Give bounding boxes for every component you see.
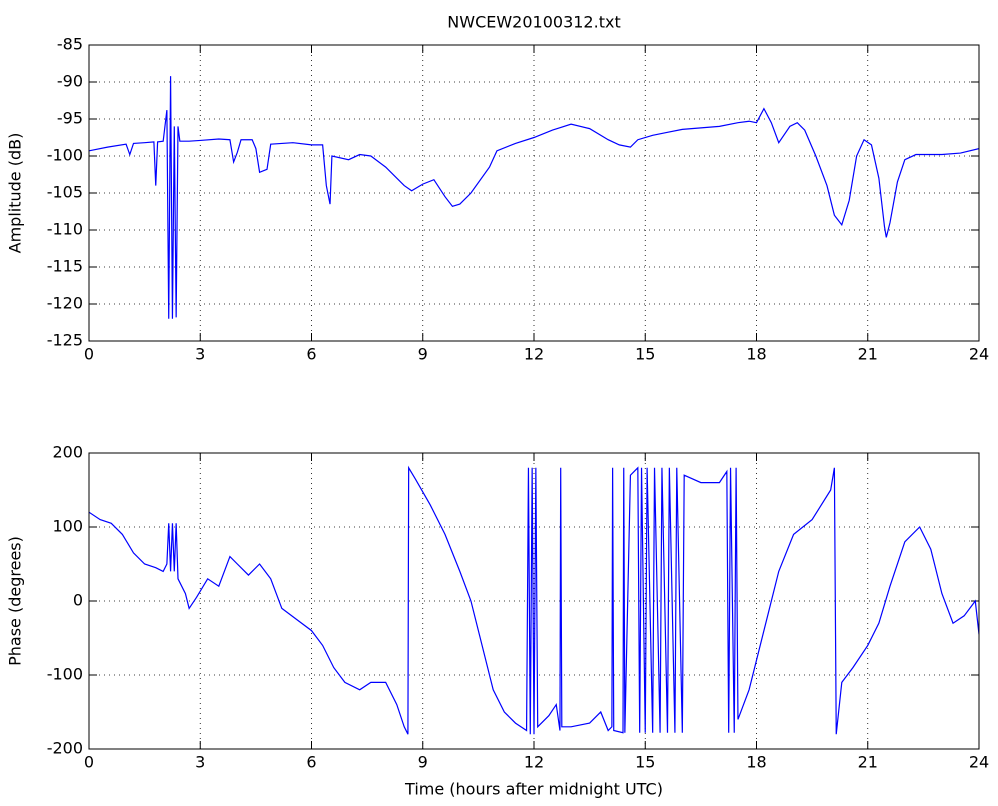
x-tick-label: 3: [195, 345, 205, 364]
y-tick-label: 100: [52, 517, 83, 536]
x-tick-label: 12: [524, 345, 544, 364]
y-axis-label: Amplitude (dB): [6, 133, 25, 254]
chart-title: NWCEW20100312.txt: [447, 13, 620, 32]
y-tick-label: -95: [57, 109, 83, 128]
y-tick-label: -120: [47, 294, 83, 313]
plot-frame: [88, 452, 980, 750]
x-tick-label: 12: [524, 753, 544, 772]
x-tick-label: 15: [635, 345, 655, 364]
data-line: [89, 465, 979, 735]
x-tick-label: 24: [969, 753, 989, 772]
x-tick-label: 15: [635, 753, 655, 772]
y-tick-label: -200: [47, 739, 83, 758]
y-tick-label: -100: [47, 665, 83, 684]
x-tick-label: 21: [858, 345, 878, 364]
x-tick-label: 6: [306, 345, 316, 364]
plot-frame: [88, 44, 980, 342]
y-tick-label: -90: [57, 72, 83, 91]
y-tick-label: -100: [47, 146, 83, 165]
y-tick-label: 0: [73, 591, 83, 610]
x-tick-label: 0: [84, 753, 94, 772]
x-tick-label: 24: [969, 345, 989, 364]
x-tick-label: 3: [195, 753, 205, 772]
x-tick-label: 6: [306, 753, 316, 772]
y-tick-label: -85: [57, 35, 83, 54]
y-tick-label: -115: [47, 257, 83, 276]
x-tick-label: 18: [746, 345, 766, 364]
y-tick-label: -110: [47, 220, 83, 239]
x-tick-label: 21: [858, 753, 878, 772]
y-tick-label: 200: [52, 443, 83, 462]
y-axis-label: Phase (degrees): [6, 536, 25, 666]
x-tick-label: 9: [418, 345, 428, 364]
x-axis-label: Time (hours after midnight UTC): [404, 780, 663, 799]
x-tick-label: 18: [746, 753, 766, 772]
x-tick-label: 0: [84, 345, 94, 364]
y-tick-label: -105: [47, 183, 83, 202]
data-line: [89, 76, 979, 319]
x-tick-label: 9: [418, 753, 428, 772]
y-tick-label: -125: [47, 331, 83, 350]
